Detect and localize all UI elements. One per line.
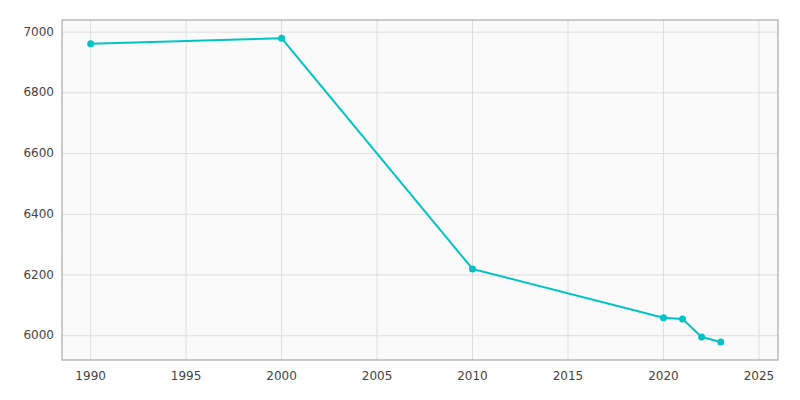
x-grid-line bbox=[567, 20, 568, 360]
x-grid-line bbox=[90, 20, 91, 360]
y-grid-line bbox=[62, 214, 778, 215]
x-grid-line bbox=[472, 20, 473, 360]
point-marker bbox=[278, 35, 285, 42]
x-grid-line bbox=[186, 20, 187, 360]
x-grid-line bbox=[281, 20, 282, 360]
y-tick-label: 6800 bbox=[23, 85, 54, 99]
x-grid-line bbox=[663, 20, 664, 360]
point-marker bbox=[87, 40, 94, 47]
x-tick-label: 2025 bbox=[744, 369, 775, 383]
data-layer bbox=[87, 35, 724, 346]
y-tick-label: 7000 bbox=[23, 25, 54, 39]
plot-background bbox=[62, 20, 778, 360]
y-grid-line bbox=[62, 275, 778, 276]
point-marker bbox=[717, 339, 724, 346]
x-grid-line bbox=[377, 20, 378, 360]
x-tick-label: 1990 bbox=[75, 369, 106, 383]
y-grid-line bbox=[62, 32, 778, 33]
x-tick-label: 2015 bbox=[553, 369, 584, 383]
y-tick-label: 6200 bbox=[23, 268, 54, 282]
grid bbox=[62, 20, 778, 360]
y-tick-label: 6600 bbox=[23, 146, 54, 160]
y-grid-line bbox=[62, 92, 778, 93]
x-tick-label: 2000 bbox=[266, 369, 297, 383]
point-marker bbox=[679, 316, 686, 323]
plot-frame bbox=[62, 20, 778, 360]
x-grid-line bbox=[758, 20, 759, 360]
y-tick-label: 6000 bbox=[23, 328, 54, 342]
y-tick-label: 6400 bbox=[23, 207, 54, 221]
chart-container: 6000 6200 6400 6600 6800 7000 1990 1995 2000 2005… bbox=[0, 0, 800, 400]
x-tick-label: 2020 bbox=[648, 369, 679, 383]
x-tick-label: 1995 bbox=[171, 369, 202, 383]
line bbox=[91, 38, 721, 342]
point-marker bbox=[698, 333, 705, 340]
x-tick-label: 2010 bbox=[457, 369, 488, 383]
chart-svg: 6000 6200 6400 6600 6800 7000 1990 1995 2000 2005… bbox=[0, 0, 800, 400]
y-grid-line bbox=[62, 153, 778, 154]
point-marker bbox=[660, 314, 667, 321]
y-grid-line bbox=[62, 335, 778, 336]
x-tick-label: 2005 bbox=[362, 369, 393, 383]
point-marker bbox=[469, 265, 476, 272]
